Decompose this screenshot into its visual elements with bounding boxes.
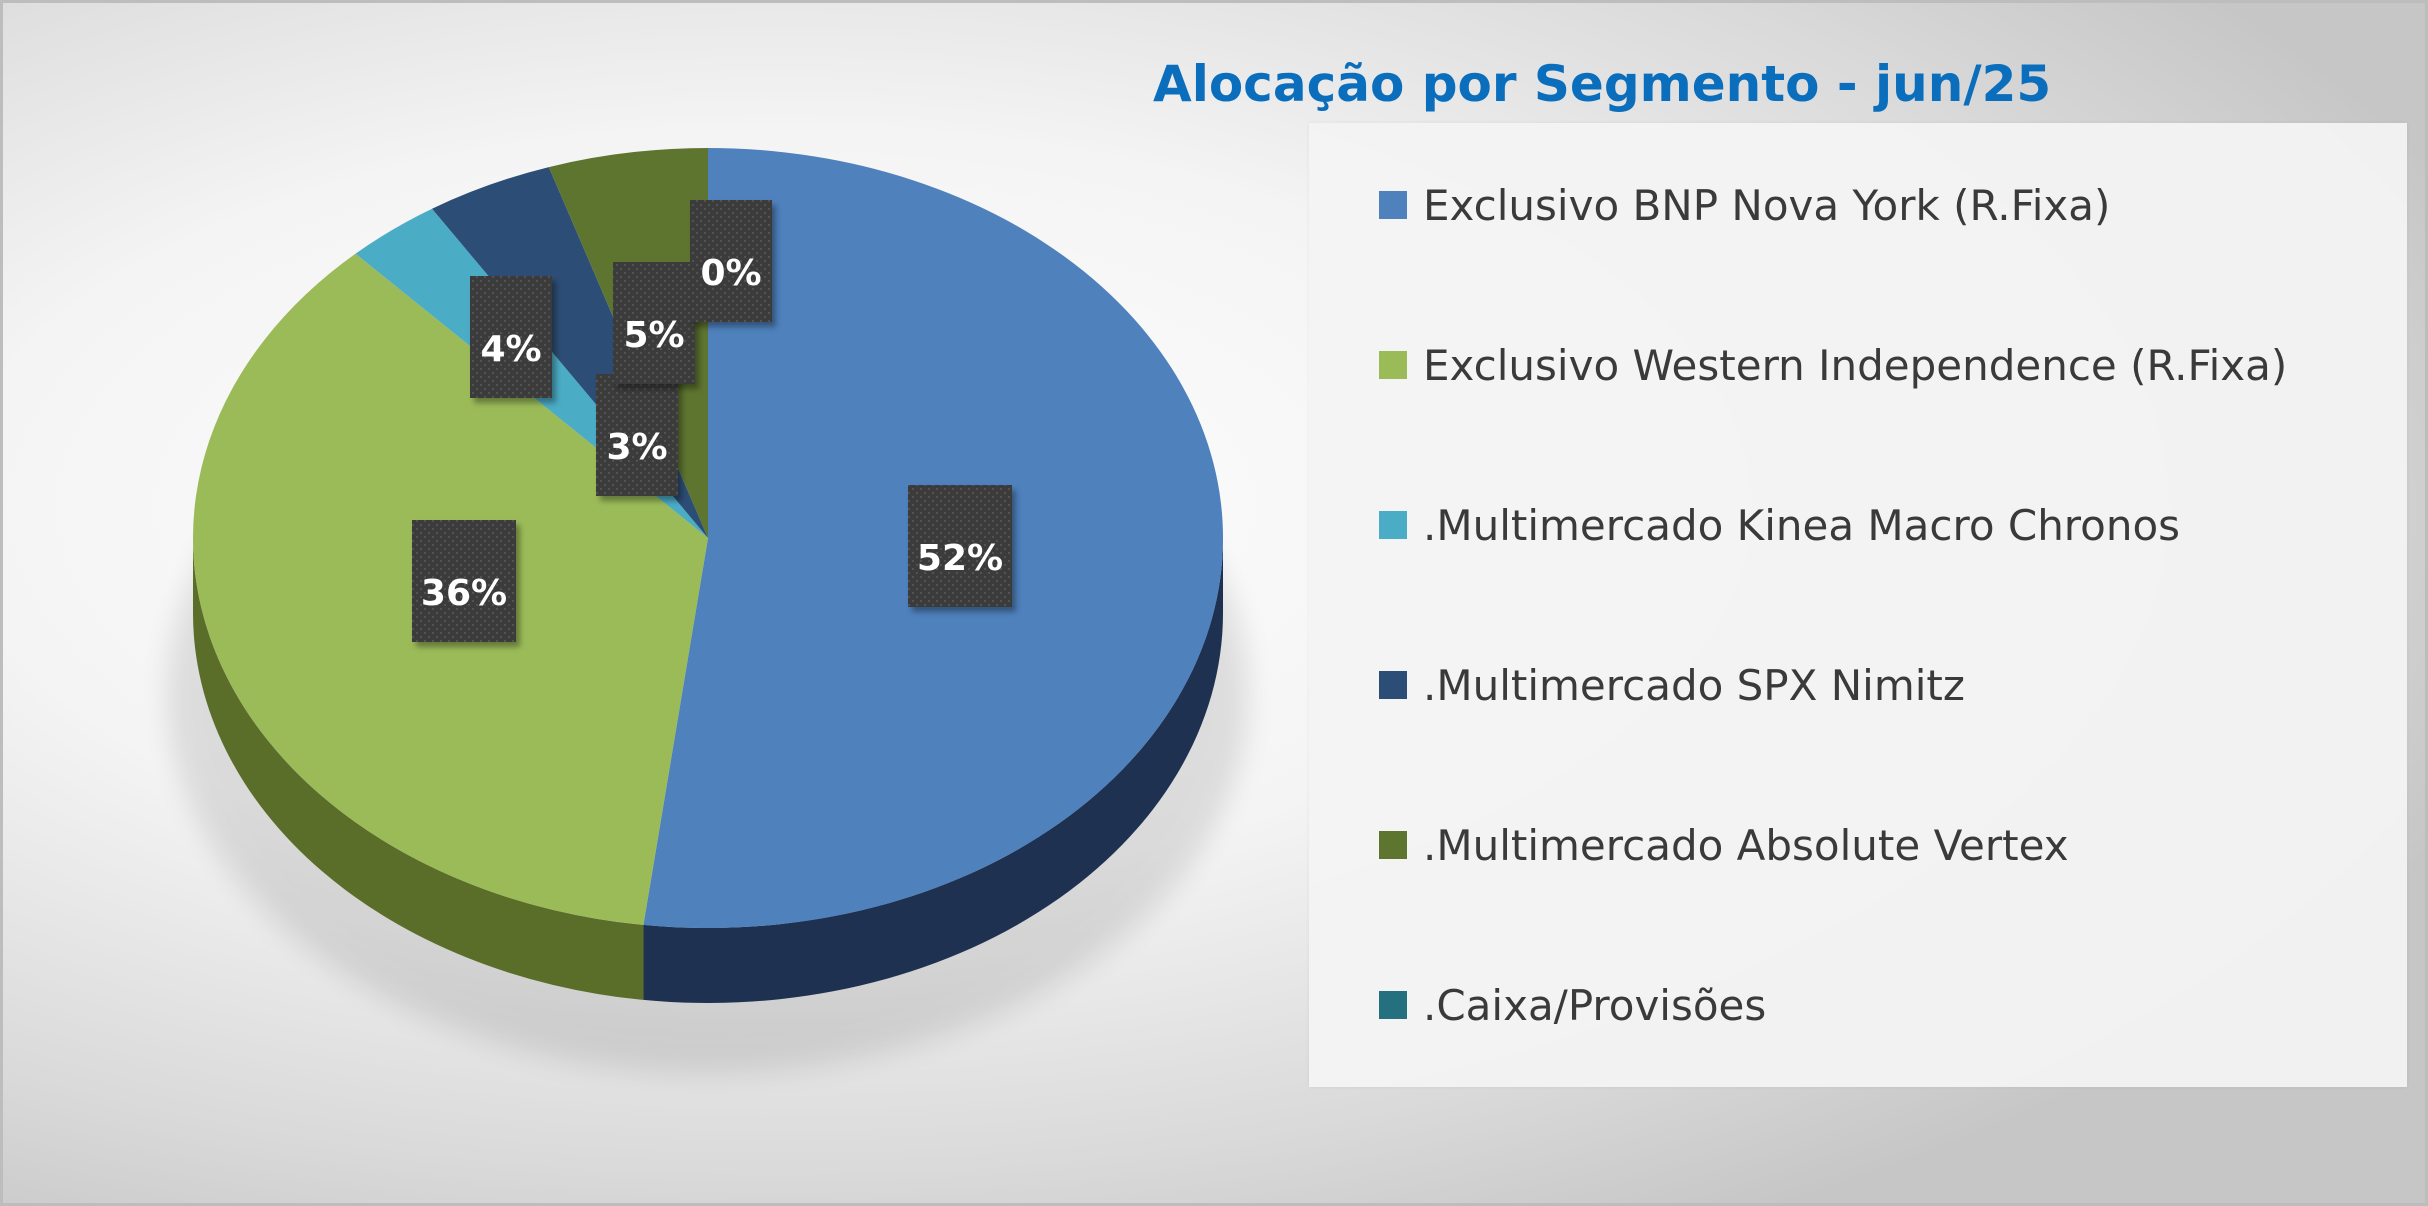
- legend-label: .Caixa/Provisões: [1423, 980, 1767, 1030]
- legend-swatch: [1379, 191, 1407, 219]
- data-label-1: 36%: [412, 520, 516, 642]
- data-label-4: 5%: [613, 262, 695, 384]
- legend-label: .Multimercado Absolute Vertex: [1423, 820, 2069, 870]
- pie-side-0: [643, 538, 1223, 1004]
- data-label-text-3: 4%: [480, 329, 541, 370]
- legend-swatch: [1379, 671, 1407, 699]
- legend-item-5: .Caixa/Provisões: [1379, 975, 1766, 1035]
- legend-item-2: .Multimercado Kinea Macro Chronos: [1379, 495, 2180, 555]
- legend-swatch: [1379, 351, 1407, 379]
- legend-swatch: [1379, 991, 1407, 1019]
- legend-label: .Multimercado Kinea Macro Chronos: [1423, 500, 2181, 550]
- legend-item-0: Exclusivo BNP Nova York (R.Fixa): [1379, 175, 2110, 235]
- data-label-5: 0%: [690, 200, 772, 322]
- legend-label: Exclusivo BNP Nova York (R.Fixa): [1423, 180, 2111, 230]
- data-label-3: 4%: [470, 276, 552, 398]
- data-label-text-4: 5%: [623, 315, 684, 356]
- data-label-text-2: 3%: [606, 427, 667, 468]
- data-label-0: 52%: [908, 485, 1012, 607]
- data-label-text-5: 0%: [700, 253, 761, 294]
- data-label-2: 3%: [596, 374, 678, 496]
- legend-swatch: [1379, 511, 1407, 539]
- legend-item-3: .Multimercado SPX Nimitz: [1379, 655, 1965, 715]
- pie-chart: 52% 36% 3% 4% 5% 0%: [168, 148, 1248, 1073]
- chart-title: Alocação por Segmento - jun/25: [1153, 55, 2052, 113]
- legend-label: Exclusivo Western Independence (R.Fixa): [1423, 340, 2288, 390]
- legend-swatch: [1379, 831, 1407, 859]
- legend-item-1: Exclusivo Western Independence (R.Fixa): [1379, 335, 2287, 395]
- data-label-text-1: 36%: [421, 573, 507, 614]
- legend-label: .Multimercado SPX Nimitz: [1423, 660, 1965, 710]
- pie-side-1: [193, 538, 644, 1000]
- data-label-text-0: 52%: [917, 538, 1003, 579]
- legend-item-4: .Multimercado Absolute Vertex: [1379, 815, 2069, 875]
- legend: Exclusivo BNP Nova York (R.Fixa) Exclusiv…: [1309, 123, 2407, 1087]
